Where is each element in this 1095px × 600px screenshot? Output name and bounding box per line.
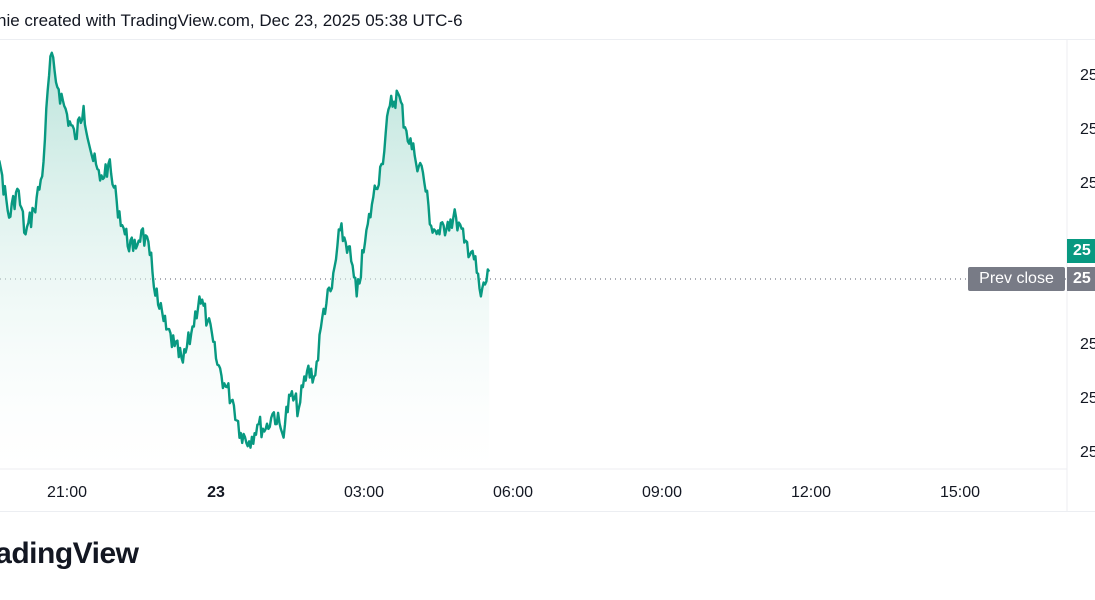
- price-area-fill: [0, 52, 490, 469]
- price-chart[interactable]: 21:00 23 03:00 06:00 09:00 12:00 15:00 2525252…: [0, 0, 1095, 512]
- tradingview-logo: radingView: [0, 537, 139, 570]
- last-price-tag: 25: [1067, 239, 1095, 263]
- footer-divider: [0, 511, 1095, 512]
- x-tick-label: 23: [207, 484, 225, 501]
- y-axis: 25 25 25 25 25 25: [1080, 67, 1095, 461]
- prev-close-price-tag: 25: [1067, 267, 1095, 291]
- x-tick-label: 09:00: [642, 484, 682, 501]
- y-tick-label: 25: [1080, 444, 1095, 461]
- price-series-line: [0, 51, 491, 449]
- snapshot-caption: nie created with TradingView.com, Dec 23…: [0, 11, 463, 30]
- x-tick-label: 15:00: [940, 484, 980, 501]
- y-tick-label: 25: [1080, 67, 1095, 84]
- y-tick-label: 25: [1080, 175, 1095, 192]
- x-tick-label: 21:00: [47, 484, 87, 501]
- chart-header: nie created with TradingView.com, Dec 23…: [0, 0, 1095, 40]
- y-tick-label: 25: [1080, 121, 1095, 138]
- y-tick-label: 25: [1080, 336, 1095, 353]
- prev-close-label: Prev close: [968, 267, 1065, 291]
- x-tick-label: 12:00: [791, 484, 831, 501]
- plot-area: [0, 51, 1067, 469]
- x-tick-label: 06:00: [493, 484, 533, 501]
- y-tick-label: 25: [1080, 390, 1095, 407]
- x-axis: 21:00 23 03:00 06:00 09:00 12:00 15:00: [47, 484, 980, 501]
- x-tick-label: 03:00: [344, 484, 384, 501]
